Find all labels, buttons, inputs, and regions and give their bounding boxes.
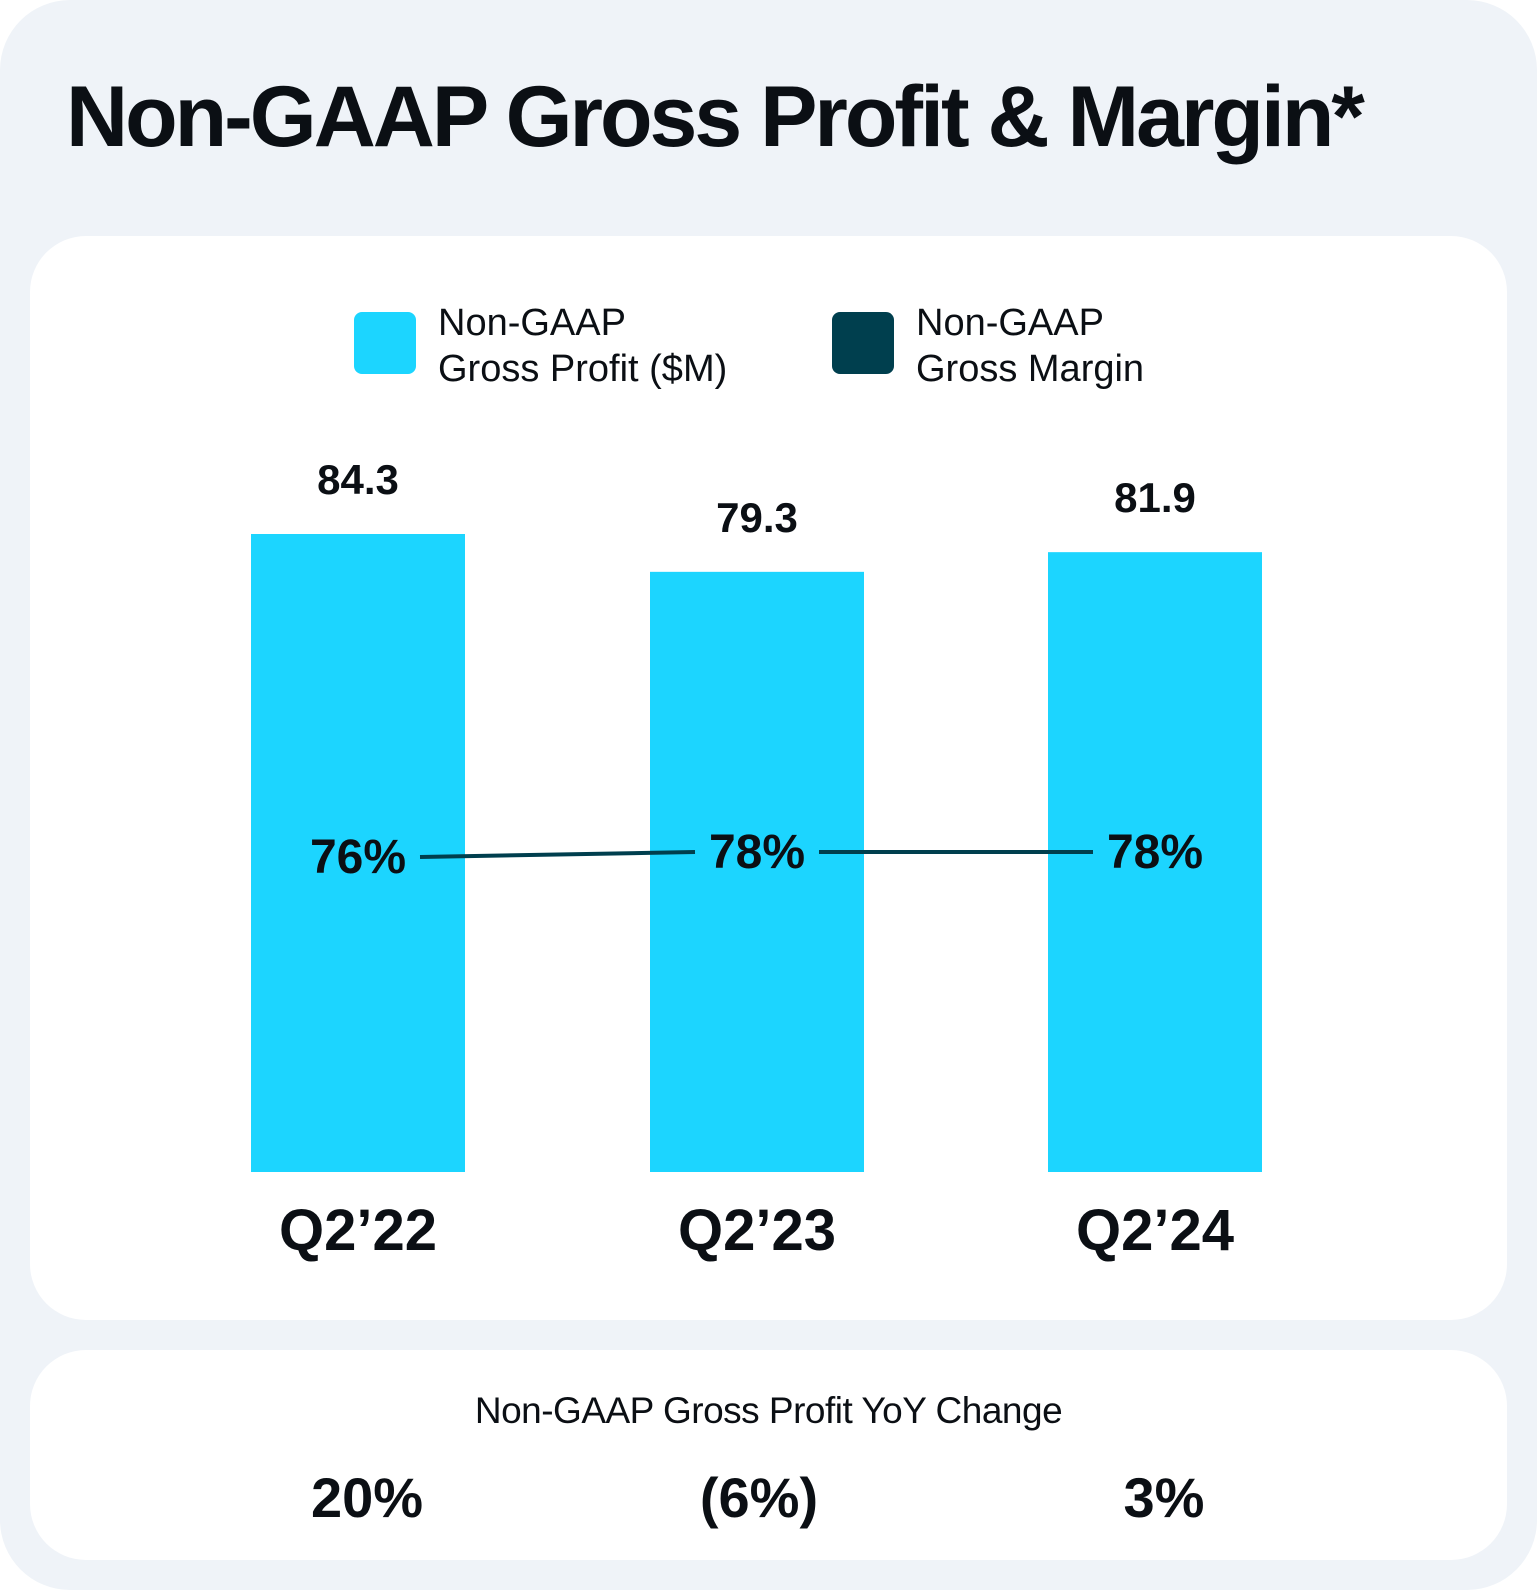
bar-q2-23	[650, 571, 864, 1172]
legend-margin-label: Non-GAAP Gross Margin	[916, 302, 1145, 390]
yoy-value-q2-24: 3%	[1123, 1466, 1205, 1529]
page-title: Non-GAAP Gross Profit & Margin*	[66, 69, 1365, 165]
yoy-card	[30, 1350, 1507, 1560]
yoy-title: Non-GAAP Gross Profit YoY Change	[474, 1390, 1063, 1431]
yoy-value-q2-22: 20%	[310, 1466, 424, 1529]
bar-value-label: 84.3	[317, 456, 399, 503]
legend-margin: Non-GAAP Gross Margin	[832, 300, 1144, 392]
category-label: Q2’22	[279, 1198, 437, 1263]
margin-point-label: 76%	[310, 831, 406, 884]
legend-margin-swatch	[832, 312, 894, 374]
bar-q2-24	[1048, 552, 1262, 1172]
legend-profit-swatch	[354, 312, 416, 374]
bar-value-label: 81.9	[1114, 474, 1196, 521]
yoy-value-q2-23: (6%)	[699, 1466, 819, 1529]
category-label: Q2’23	[678, 1198, 836, 1263]
margin-point-label: 78%	[709, 826, 805, 879]
legend-profit: Non-GAAP Gross Profit ($M)	[354, 300, 727, 392]
margin-line-segment	[419, 850, 696, 859]
legend-profit-label: Non-GAAP Gross Profit ($M)	[438, 302, 728, 390]
bar-q2-22	[251, 534, 465, 1172]
margin-point-label: 78%	[1107, 826, 1203, 879]
bar-line-chart: 84.3 Q2’22 79.3 Q2’23 81.9 Q2’24 76% 78% 78%	[251, 456, 1262, 1263]
category-label: Q2’24	[1076, 1198, 1234, 1263]
bar-value-label: 79.3	[716, 494, 798, 541]
